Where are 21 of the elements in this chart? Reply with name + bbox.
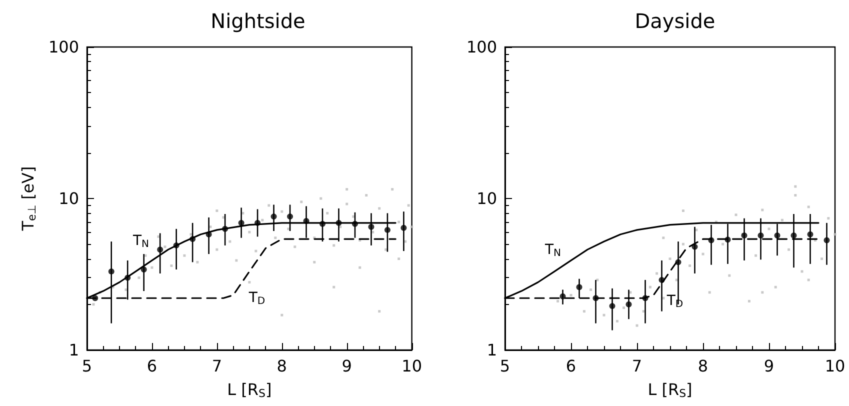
x-tick-label: 8	[276, 356, 287, 376]
y-tick-label: 10	[58, 189, 79, 208]
x-tick-label: 6	[146, 356, 158, 376]
chart-title: Nightside	[210, 9, 306, 33]
y-tick-label: 1	[68, 340, 79, 360]
x-tick-label: 9	[764, 356, 774, 376]
y-tick-label: 1	[486, 340, 497, 360]
y-tick-label: 100	[466, 38, 497, 56]
y-tick-label: 10	[476, 189, 497, 208]
y-axis-title: Te⊥ [eV]	[18, 166, 39, 232]
x-tick-label: 8	[698, 356, 708, 376]
x-tick-label: 10	[824, 356, 846, 376]
x-tick-label: 6	[566, 356, 576, 376]
x-tick-label: 7	[632, 356, 642, 376]
x-tick-label: 5	[82, 356, 92, 376]
x-tick-label: 7	[212, 356, 222, 376]
x-tick-label: 5	[500, 356, 510, 376]
chart-title: Dayside	[634, 9, 716, 33]
y-tick-label: 100	[48, 38, 79, 56]
x-tick-label: 9	[342, 356, 352, 376]
x-tick-label: 10	[402, 356, 422, 376]
